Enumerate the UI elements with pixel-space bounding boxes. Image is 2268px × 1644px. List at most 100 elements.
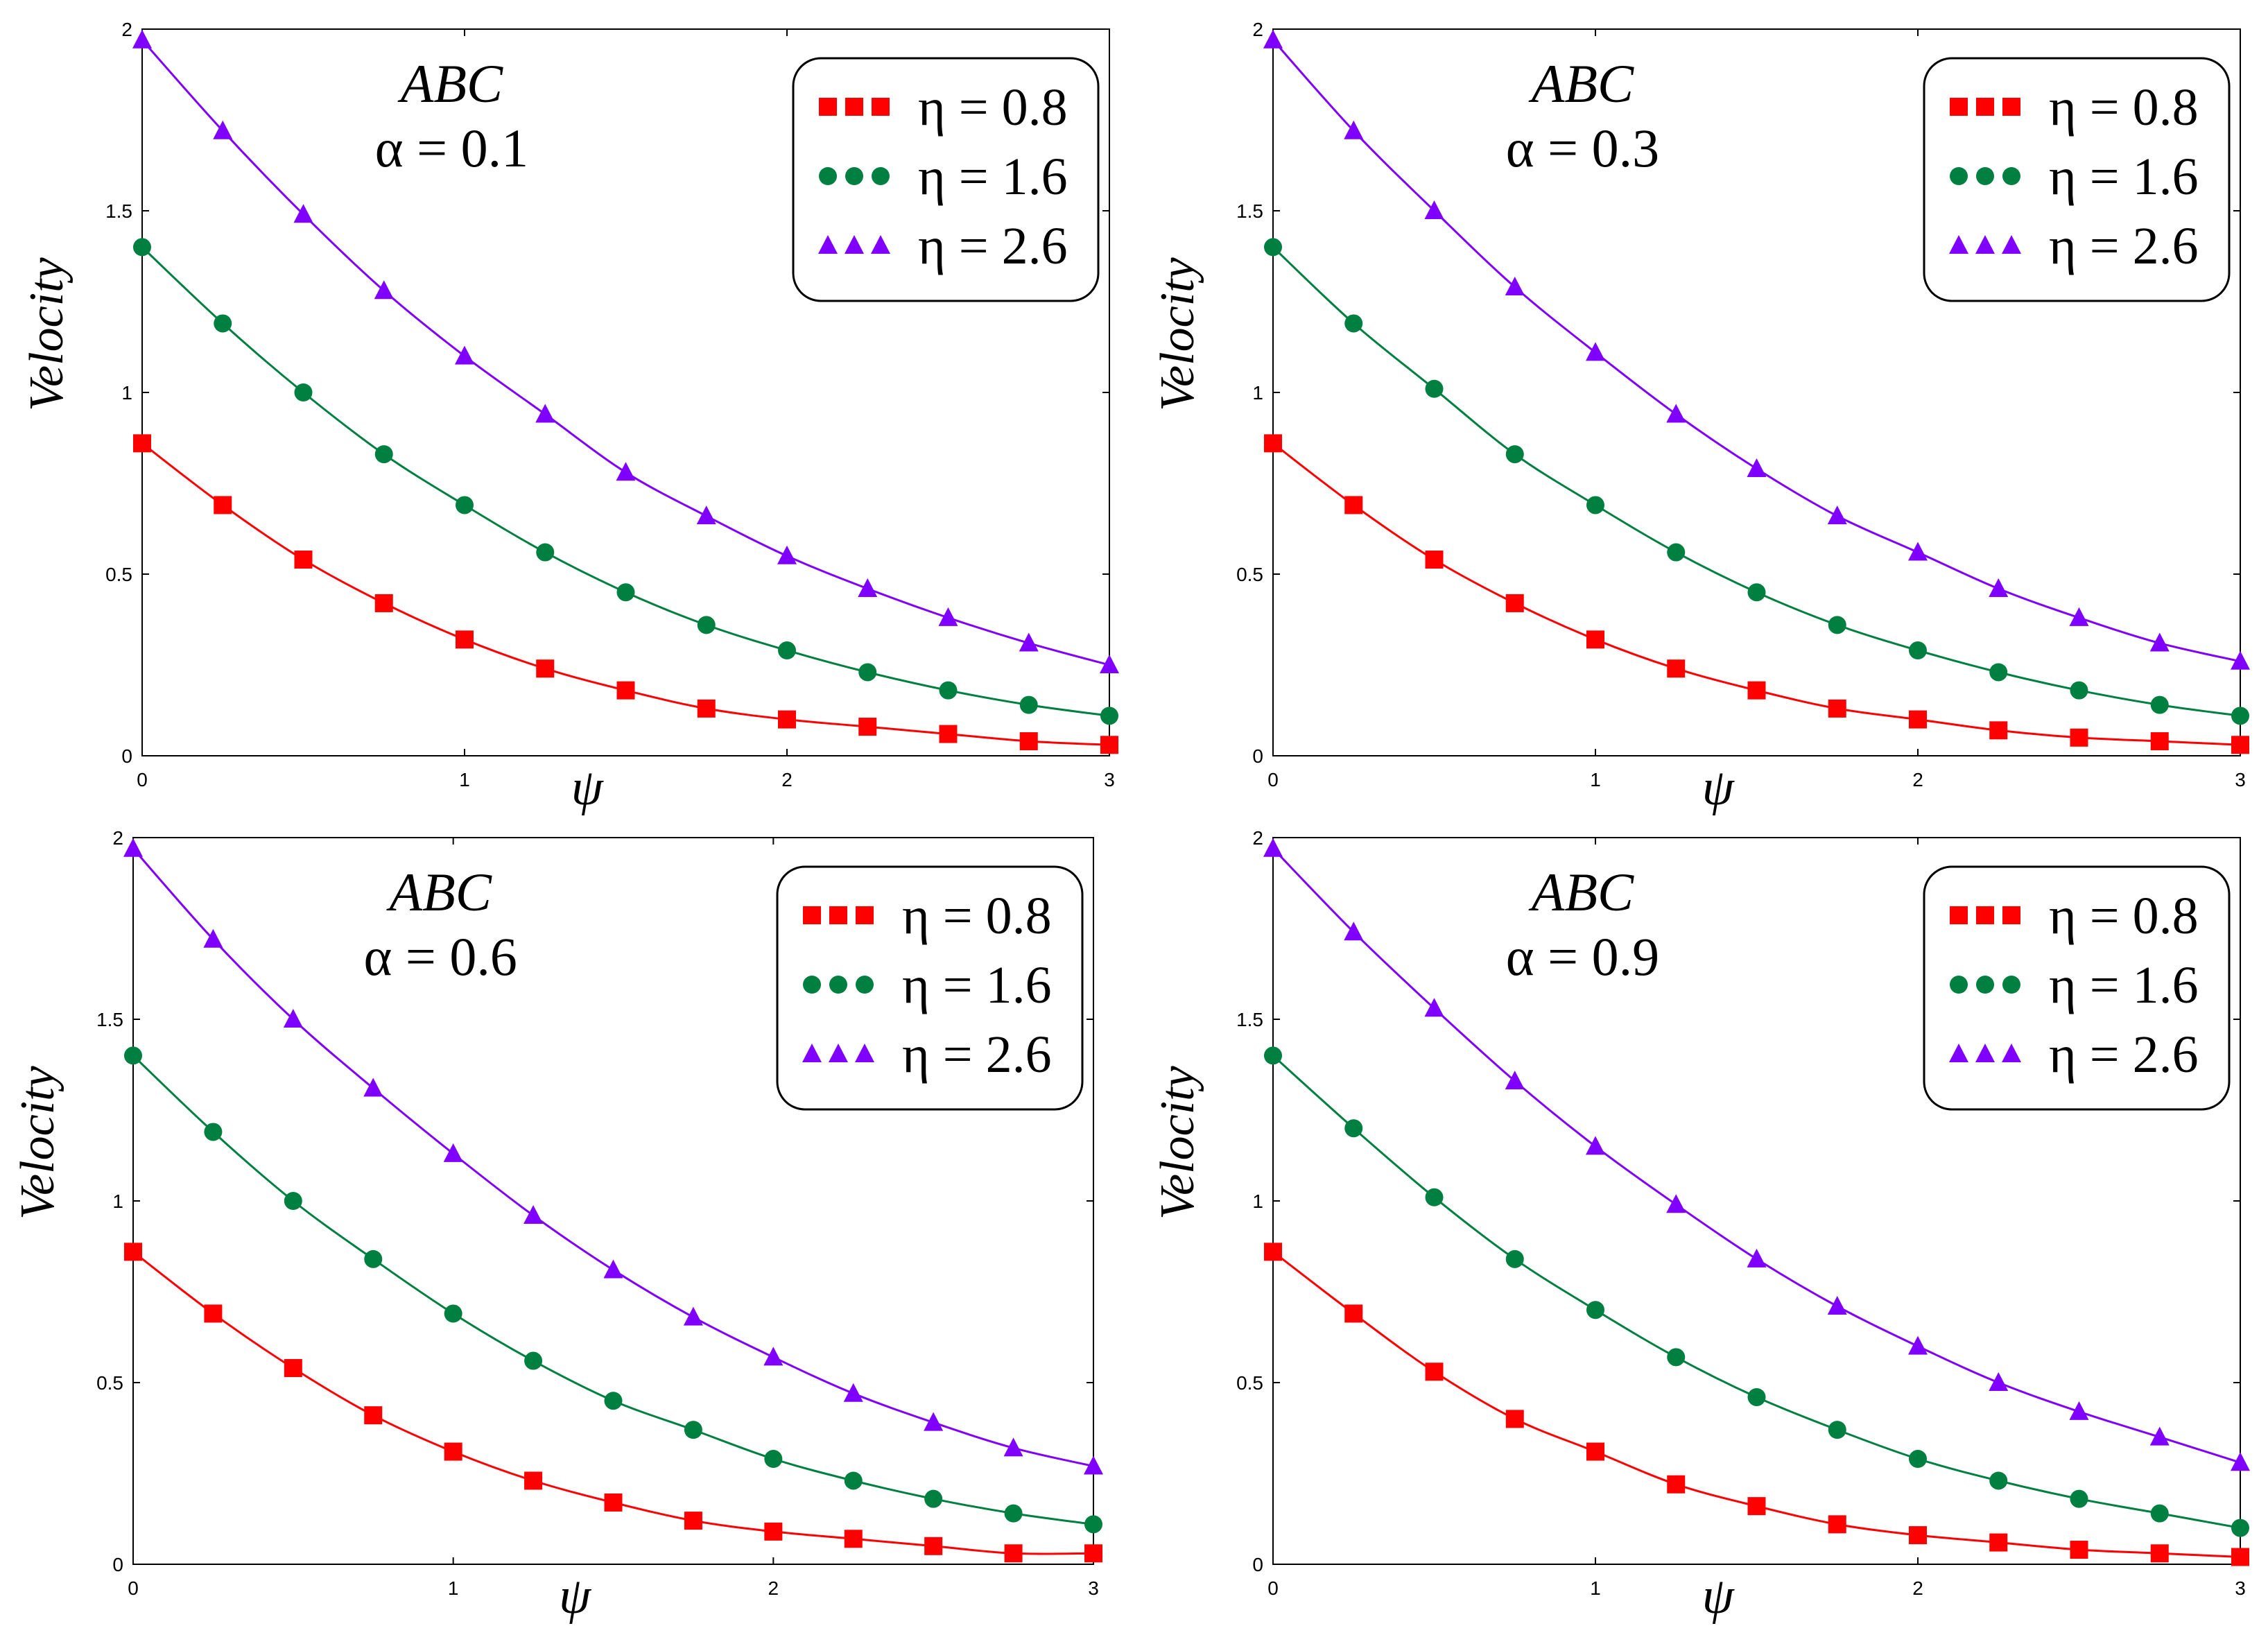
data-point-s2-11: [2150, 695, 2169, 714]
legend-marker-1: [1976, 98, 1994, 116]
data-point-s3-8: [777, 545, 797, 564]
data-point-s1-4: [444, 1442, 462, 1461]
y-tick-label: 0: [112, 1554, 123, 1575]
legend-marker-2: [845, 167, 863, 185]
data-point-s1-10: [2070, 728, 2088, 747]
data-point-s2-4: [1586, 1301, 1604, 1319]
legend-marker-3: [1975, 1044, 1995, 1062]
data-point-s2-10: [924, 1489, 943, 1508]
data-point-s1-8: [764, 1522, 783, 1541]
data-point-s2-9: [844, 1471, 863, 1490]
x-tick-label: 3: [2235, 1577, 2246, 1599]
x-tick-label: 0: [128, 1577, 139, 1599]
data-point-s3-5: [1666, 1194, 1686, 1213]
annotation-model: ABC: [397, 53, 503, 114]
legend-marker-1: [856, 906, 874, 924]
legend-marker-3: [2002, 235, 2021, 254]
x-axis-title: ψ: [1702, 759, 1735, 816]
y-tick-label: 1: [121, 382, 132, 404]
data-point-s2-2: [1425, 1188, 1444, 1206]
data-point-s1-12: [2231, 736, 2249, 754]
legend-label-1: η = 0.8: [902, 887, 1052, 945]
data-point-s1-6: [1747, 681, 1766, 700]
data-point-s3-2: [283, 1009, 303, 1028]
data-point-s3-8: [1908, 542, 1928, 561]
data-point-s3-1: [213, 120, 233, 139]
data-point-s2-7: [1828, 616, 1846, 634]
series-line-3: [132, 847, 1094, 1467]
data-point-s3-12: [2231, 1452, 2250, 1471]
data-point-s2-9: [1989, 1471, 2008, 1490]
data-point-s1-5: [536, 659, 555, 678]
data-point-s1-1: [1344, 496, 1363, 514]
data-point-s3-7: [696, 505, 716, 525]
annotation-alpha: α = 0.6: [364, 926, 517, 987]
data-point-s3-12: [1084, 1455, 1103, 1475]
data-point-s1-2: [1425, 551, 1444, 569]
data-point-s1-10: [924, 1537, 943, 1555]
data-point-s3-3: [1505, 277, 1525, 296]
legend-marker-1: [1950, 98, 1968, 116]
data-point-s2-3: [364, 1249, 383, 1268]
data-point-s3-11: [2149, 632, 2170, 652]
data-point-s3-0: [123, 838, 143, 857]
y-tick-label: 1: [112, 1191, 123, 1212]
data-point-s1-6: [604, 1493, 623, 1512]
data-point-s3-6: [616, 462, 636, 481]
data-point-s2-12: [1084, 1515, 1102, 1534]
data-point-s3-8: [1908, 1335, 1928, 1355]
data-point-s1-12: [2231, 1548, 2249, 1566]
legend-marker-3: [2002, 1044, 2021, 1062]
data-point-s2-12: [2231, 1518, 2249, 1537]
data-point-s3-6: [1747, 1248, 1767, 1267]
legend-marker-1: [845, 98, 863, 116]
data-point-s1-4: [456, 630, 474, 649]
data-point-s2-6: [616, 583, 635, 602]
data-point-s3-4: [455, 345, 474, 365]
x-tick-label: 0: [1267, 1577, 1279, 1599]
x-tick-label: 0: [137, 769, 148, 790]
data-point-s2-11: [2150, 1504, 2169, 1523]
x-tick-label: 1: [1590, 1577, 1601, 1599]
data-point-s2-8: [1909, 1450, 1927, 1469]
legend-marker-2: [1950, 976, 1968, 994]
data-point-s3-9: [858, 578, 878, 597]
data-point-s1-9: [1989, 1533, 2008, 1552]
legend-box: [776, 865, 1084, 1111]
legend-marker-2: [1950, 167, 1968, 185]
data-point-s1-12: [1100, 736, 1118, 754]
data-point-s2-0: [1264, 238, 1282, 257]
x-tick-label: 2: [768, 1577, 779, 1599]
legend-marker-3: [845, 235, 864, 254]
data-point-s3-3: [374, 280, 394, 300]
data-point-s3-7: [1827, 505, 1847, 525]
y-tick-label: 0.5: [105, 564, 132, 585]
annotation-alpha: α = 0.9: [1506, 926, 1659, 987]
legend-marker-3: [802, 1044, 822, 1062]
data-point-s2-8: [764, 1450, 783, 1469]
data-point-s1-5: [1667, 1475, 1686, 1494]
y-tick-label: 0.5: [96, 1372, 123, 1394]
data-point-s3-10: [2069, 1401, 2089, 1420]
data-point-s3-1: [1344, 120, 1364, 139]
annotation-model: ABC: [1528, 53, 1634, 114]
data-point-s2-5: [1667, 1348, 1686, 1367]
x-tick-label: 3: [1104, 769, 1115, 790]
data-point-s2-1: [204, 1123, 223, 1141]
data-point-s3-1: [1344, 921, 1364, 941]
data-point-s2-9: [858, 663, 877, 682]
data-point-s3-0: [132, 29, 152, 49]
data-point-s2-0: [1264, 1046, 1282, 1065]
data-point-s2-4: [456, 496, 474, 514]
legend-marker-1: [872, 98, 890, 116]
legend-marker-3: [829, 1044, 848, 1062]
legend-label-3: η = 2.6: [2049, 217, 2199, 275]
data-point-s1-3: [1505, 594, 1524, 612]
data-point-s3-10: [938, 607, 958, 626]
annotation-alpha: α = 0.3: [1506, 118, 1659, 178]
data-point-s2-11: [1004, 1504, 1023, 1523]
legend-marker-2: [829, 976, 847, 994]
data-point-s2-7: [684, 1421, 702, 1439]
